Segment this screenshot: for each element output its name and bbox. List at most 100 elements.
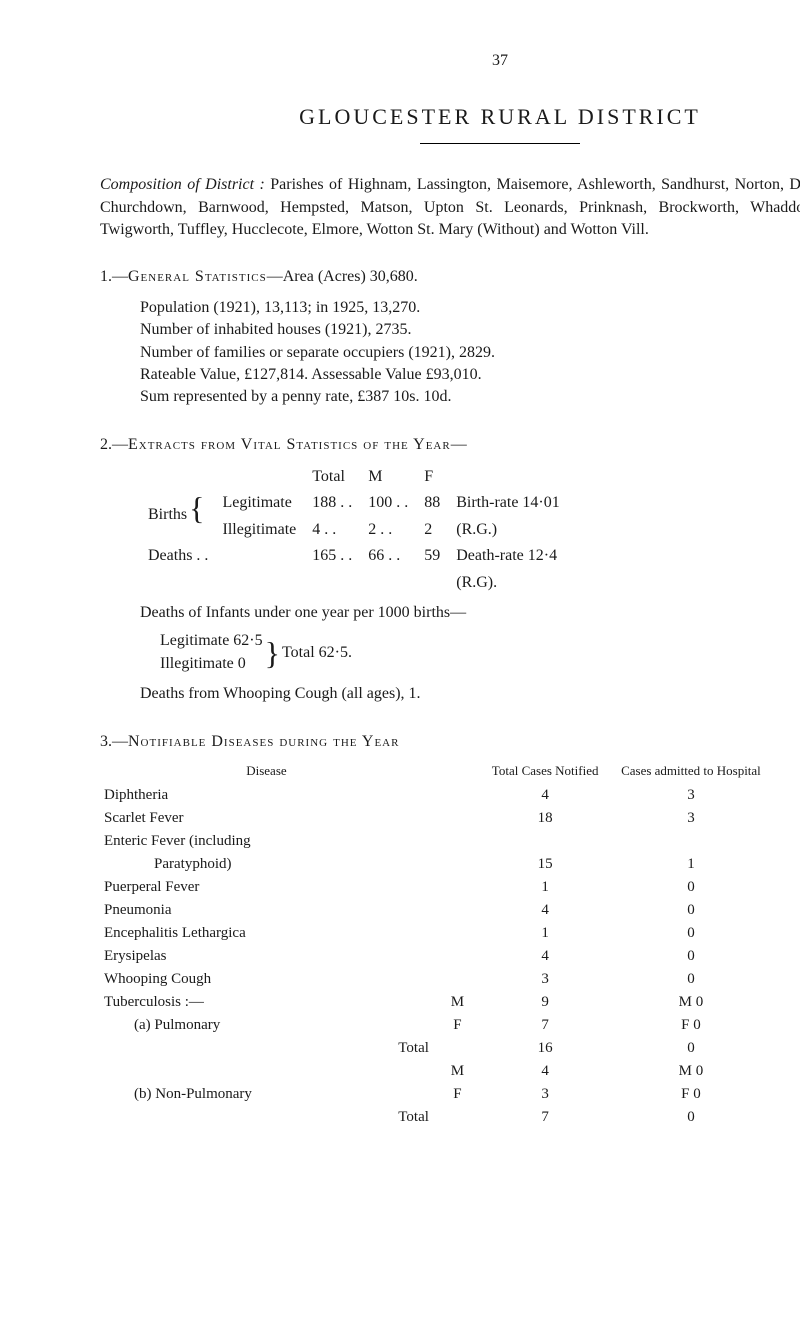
disease-name: Scarlet Fever: [104, 810, 184, 826]
disease-name: Pneumonia: [104, 902, 172, 918]
table-row: Paratyphoid) 15 1 0: [100, 853, 800, 876]
table-row: (b) Non-Pulmonary F 3 F 0 F 1: [100, 1083, 800, 1106]
admitted: 0: [608, 968, 773, 991]
births-brace-block: Legitimate 62·5 Illegitimate 0 } Total 6…: [100, 630, 800, 675]
admitted: 0: [608, 876, 773, 899]
mf: [433, 968, 482, 991]
table-row: Diphtheria 4 3 0: [100, 784, 800, 807]
disease-name: Erysipelas: [104, 948, 166, 964]
deaths: 3: [774, 1106, 800, 1129]
disease-total: Total: [398, 1040, 429, 1056]
row-f: 59: [416, 543, 448, 569]
notified: 16: [482, 1037, 608, 1060]
table-row: Pneumonia 4 0 5: [100, 899, 800, 922]
section-2-title: Extracts from Vital Statistics of the Ye…: [128, 436, 468, 453]
disease-name: (a) Pulmonary: [104, 1015, 220, 1036]
table-row: Total 7 0 3: [100, 1106, 800, 1129]
notified: 9: [482, 991, 608, 1014]
notified: 3: [482, 968, 608, 991]
mf: [433, 876, 482, 899]
deaths: 0: [774, 876, 800, 899]
notified: 1: [482, 876, 608, 899]
legitimate-line: Legitimate 62·5: [160, 630, 263, 652]
row-label: Illegitimate: [214, 517, 304, 543]
disease-name: Encephalitis Lethargica: [104, 925, 246, 941]
table-row: Deaths . . 165 . . 66 . . 59 Death-rate …: [140, 543, 568, 569]
deaths: M 3: [774, 991, 800, 1014]
col-disease: Disease: [100, 761, 433, 784]
deaths: 0: [774, 968, 800, 991]
disease-name: Tuberculosis :—: [104, 994, 204, 1010]
composition-block: Composition of District : Parishes of Hi…: [100, 174, 800, 241]
table-row: Whooping Cough 3 0 0: [100, 968, 800, 991]
table-row: Scarlet Fever 18 3 0: [100, 807, 800, 830]
illegitimate-line: Illegitimate 0: [160, 653, 263, 675]
deaths: 0: [774, 807, 800, 830]
table-row: (a) Pulmonary F 7 F 0 F 7: [100, 1014, 800, 1037]
admitted: 0: [608, 1106, 773, 1129]
deaths: 0: [774, 945, 800, 968]
admitted: M 0: [608, 991, 773, 1014]
section-3: 3.—Notifiable Diseases during the Year D…: [100, 731, 800, 1130]
disease-name: (b) Non-Pulmonary: [104, 1084, 252, 1105]
brace-icon: {: [187, 490, 206, 526]
table-row: (R.G).: [140, 570, 568, 596]
col-f: F: [416, 464, 448, 490]
col-total: Total: [304, 464, 360, 490]
row-total: 188 . .: [304, 490, 360, 516]
section-1-line: Number of inhabited houses (1921), 2735.: [140, 319, 800, 341]
row-m: 66 . .: [360, 543, 416, 569]
row-total: 4 . .: [304, 517, 360, 543]
mf: [433, 922, 482, 945]
section-1-title: General Statistics: [128, 268, 267, 285]
section-1: 1.—General Statistics—Area (Acres) 30,68…: [100, 266, 800, 408]
section-1-num: 1.—: [100, 268, 128, 285]
infants-line: Deaths of Infants under one year per 100…: [100, 602, 800, 624]
admitted: 0: [608, 1037, 773, 1060]
table-row: Puerperal Fever 1 0 0: [100, 876, 800, 899]
row-note: Birth-rate 14·01: [448, 490, 568, 516]
brace-total: Total 62·5.: [282, 642, 352, 664]
row-total: 165 . .: [304, 543, 360, 569]
deaths: 10: [774, 1037, 800, 1060]
deaths: 0: [774, 784, 800, 807]
deaths: 0: [774, 922, 800, 945]
notified: 15: [482, 853, 608, 876]
deaths-note2: (R.G).: [448, 570, 568, 596]
section-2-num: 2.—: [100, 436, 128, 453]
disease-name: Diphtheria: [104, 787, 168, 803]
table-row: Tuberculosis :— M 9 M 0 M 3: [100, 991, 800, 1014]
disease-name: Paratyphoid): [104, 854, 231, 875]
deaths-label: Deaths . .: [140, 543, 304, 569]
section-2: 2.—Extracts from Vital Statistics of the…: [100, 434, 800, 706]
brace-icon: }: [263, 637, 282, 669]
table-row: Enteric Fever (including: [100, 830, 800, 853]
section-1-line: Number of families or separate occupiers…: [140, 342, 800, 364]
section-1-line: Rateable Value, £127,814. Assessable Val…: [140, 364, 800, 386]
notified: 4: [482, 899, 608, 922]
title-rule: [420, 143, 580, 144]
admitted: 1: [608, 853, 773, 876]
mf: [433, 784, 482, 807]
mf: [433, 1106, 482, 1129]
notified: 3: [482, 1083, 608, 1106]
main-title: GLOUCESTER RURAL DISTRICT: [100, 102, 800, 133]
notified: 1: [482, 922, 608, 945]
table-row: Total 16 0 10: [100, 1037, 800, 1060]
col-m: M: [360, 464, 416, 490]
row-m: 100 . .: [360, 490, 416, 516]
page-number: 37: [100, 50, 800, 72]
admitted: 3: [608, 784, 773, 807]
notified: 4: [482, 945, 608, 968]
deaths: 0: [774, 853, 800, 876]
col-deaths: Total Deaths: [774, 761, 800, 784]
notified: 7: [482, 1014, 608, 1037]
disease-name: Whooping Cough: [104, 971, 211, 987]
row-label: Legitimate: [214, 490, 304, 516]
whooping-line: Deaths from Whooping Cough (all ages), 1…: [100, 683, 800, 705]
deaths: F 7: [774, 1014, 800, 1037]
notified: 4: [482, 784, 608, 807]
mf: [433, 1037, 482, 1060]
admitted: 0: [608, 945, 773, 968]
disease-name: Puerperal Fever: [104, 879, 199, 895]
